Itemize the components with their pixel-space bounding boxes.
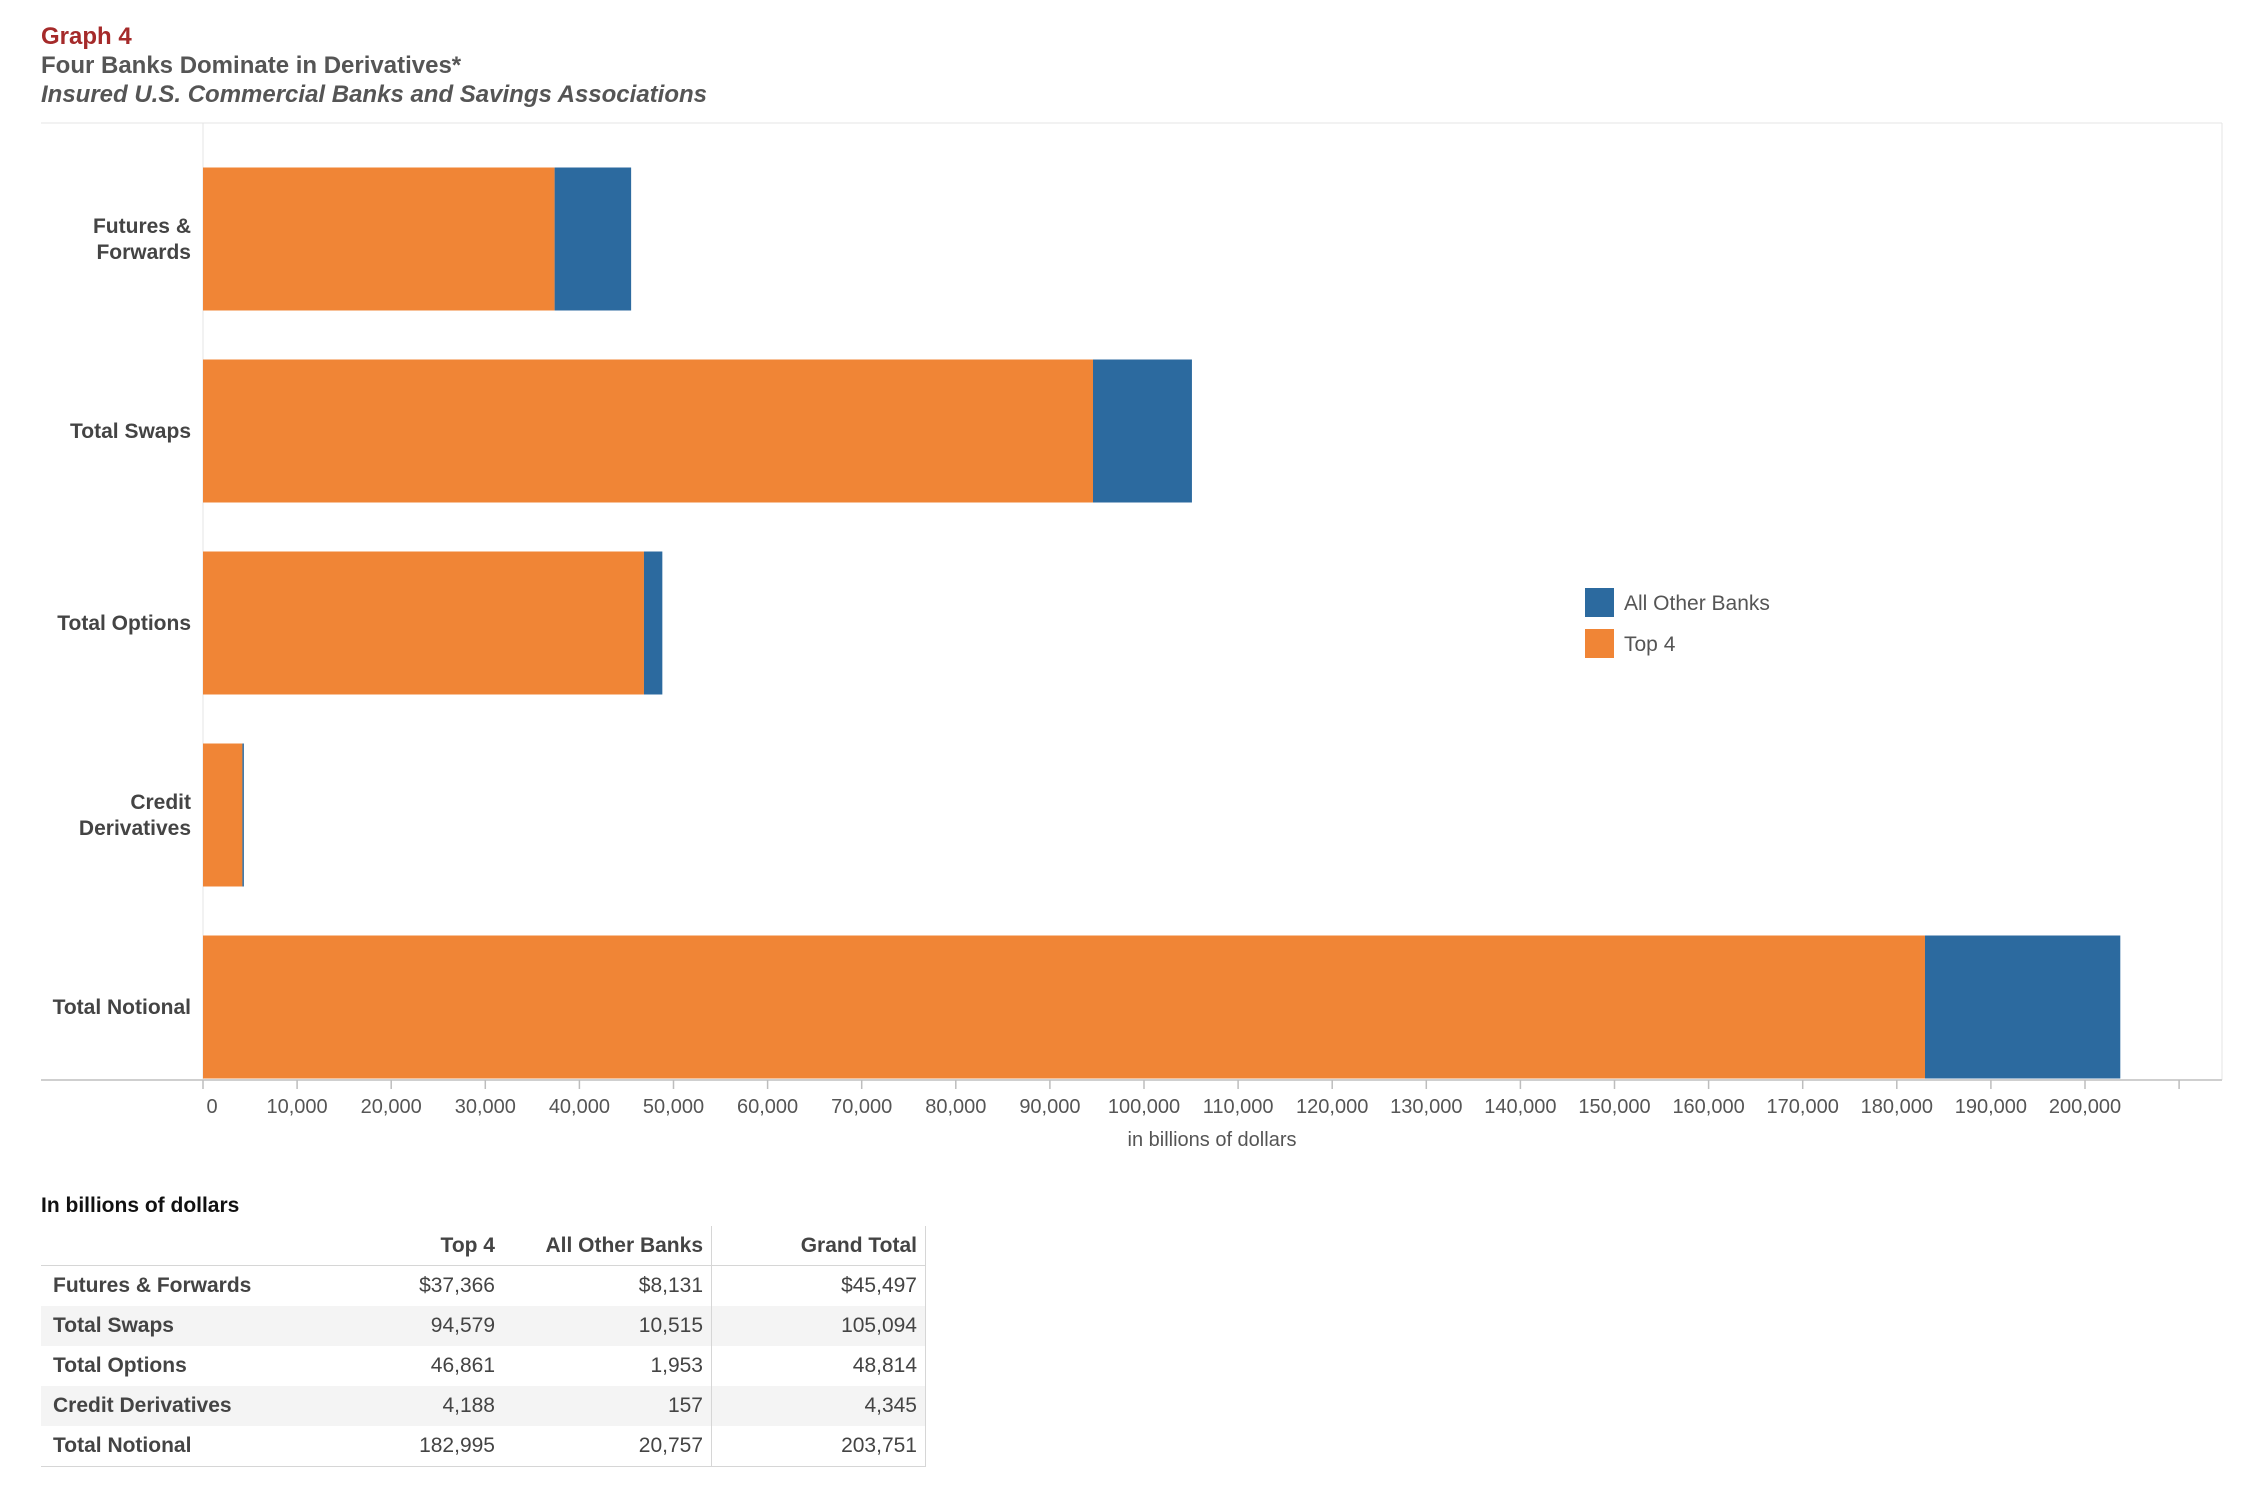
cell-grand-total: 48,814	[711, 1346, 926, 1386]
y-tick-label: Total Swaps	[70, 420, 191, 443]
legend-swatch	[1585, 588, 1614, 617]
legend-swatch	[1585, 629, 1614, 658]
legend-label: Top 4	[1624, 633, 1676, 656]
bar-all-other-banks	[242, 743, 244, 887]
x-tick-label: 170,000	[1767, 1096, 1839, 1118]
x-tick-label: 110,000	[1203, 1096, 1274, 1118]
cell-top4: 4,188	[289, 1386, 503, 1426]
cell-grand-total: $45,497	[711, 1265, 926, 1306]
x-tick-label: 130,000	[1390, 1096, 1462, 1118]
table-row: Total Notional 182,995 20,757 203,751	[41, 1426, 926, 1467]
legend-label: All Other Banks	[1624, 592, 1770, 615]
bar-all-other-banks	[1092, 359, 1192, 503]
column-header-top4: Top 4	[440, 1233, 495, 1257]
table-caption: In billions of dollars	[41, 1194, 240, 1217]
cell-top4: 46,861	[430, 1354, 495, 1377]
cell-top4: 94,579	[289, 1306, 503, 1346]
cell-top4: $37,366	[289, 1265, 503, 1306]
cell-all-other-banks: $8,131	[503, 1265, 712, 1306]
bar-top-4	[203, 935, 1925, 1079]
x-tick-label: 150,000	[1578, 1096, 1650, 1118]
x-tick-label: 90,000	[1019, 1096, 1080, 1118]
data-table: Top 4 All Other Banks Grand Total Future…	[41, 1226, 926, 1467]
x-tick-label: 100,000	[1108, 1096, 1180, 1118]
column-header-grand-total: Grand Total	[711, 1226, 926, 1266]
cell-grand-total: 105,094	[711, 1306, 926, 1346]
row-label: Total Notional	[41, 1426, 289, 1467]
row-label: Total Options	[53, 1354, 187, 1377]
x-tick-label: 60,000	[737, 1096, 798, 1118]
bar-all-other-banks	[643, 551, 663, 695]
x-tick-label: 20,000	[361, 1096, 422, 1118]
cell-all-other-banks: 1,953	[503, 1346, 712, 1386]
table-row: Futures & Forwards $37,366 $8,131 $45,49…	[41, 1265, 926, 1306]
x-tick-label: 30,000	[455, 1096, 516, 1118]
cell-grand-total: 4,345	[711, 1386, 926, 1426]
chart-header: Graph 4 Four Banks Dominate in Derivativ…	[41, 22, 707, 109]
x-tick-label: 180,000	[1861, 1096, 1933, 1118]
y-tick-label: Credit Derivatives	[79, 791, 191, 840]
row-label: Futures & Forwards	[41, 1265, 289, 1306]
x-tick-label: 140,000	[1484, 1096, 1556, 1118]
bar-all-other-banks	[1924, 935, 2121, 1079]
bar-top-4	[203, 359, 1093, 503]
cell-all-other-banks: 20,757	[503, 1426, 712, 1467]
bar-top-4	[203, 743, 243, 887]
x-tick-label: 40,000	[549, 1096, 610, 1118]
table-row: Total Swaps 94,579 10,515 105,094	[41, 1306, 926, 1346]
x-tick-label: 120,000	[1296, 1096, 1368, 1118]
cell-all-other-banks: 10,515	[503, 1306, 712, 1346]
y-tick-label: Futures & Forwards	[93, 215, 191, 264]
x-tick-label: 0	[206, 1096, 217, 1118]
graph-label: Graph 4	[41, 23, 132, 50]
row-label: Credit Derivatives	[41, 1386, 289, 1426]
chart-title: Four Banks Dominate in Derivatives*	[41, 52, 462, 79]
y-tick-label: Total Options	[57, 612, 191, 635]
table-row: Credit Derivatives 4,188 157 4,345	[41, 1386, 926, 1426]
chart-subtitle: Insured U.S. Commercial Banks and Saving…	[41, 81, 707, 108]
x-tick-label: 200,000	[2049, 1096, 2121, 1118]
x-axis-label: in billions of dollars	[1128, 1129, 1297, 1151]
bar-top-4	[203, 167, 555, 311]
cell-grand-total: 203,751	[711, 1426, 926, 1467]
x-tick-label: 10,000	[267, 1096, 328, 1118]
table-corner-cell	[41, 1226, 289, 1266]
stacked-bar-chart: Futures & Forwards Total Swaps Total Option…	[41, 122, 2223, 1151]
cell-top4: 182,995	[289, 1426, 503, 1467]
bar-all-other-banks	[554, 167, 632, 311]
table-header-row: Top 4 All Other Banks Grand Total	[41, 1226, 926, 1266]
bar-top-4	[203, 551, 644, 695]
x-tick-label: 190,000	[1955, 1096, 2027, 1118]
column-header-all-other-banks: All Other Banks	[503, 1226, 712, 1266]
row-label: Total Swaps	[41, 1306, 289, 1346]
x-tick-label: 70,000	[831, 1096, 892, 1118]
x-tick-label: 160,000	[1672, 1096, 1744, 1118]
y-tick-label: Total Notional	[53, 996, 191, 1019]
table-row: Total Options 46,861 1,953 48,814	[41, 1346, 926, 1386]
cell-all-other-banks: 157	[503, 1386, 712, 1426]
x-tick-label: 50,000	[643, 1096, 704, 1118]
x-tick-label: 80,000	[925, 1096, 986, 1118]
